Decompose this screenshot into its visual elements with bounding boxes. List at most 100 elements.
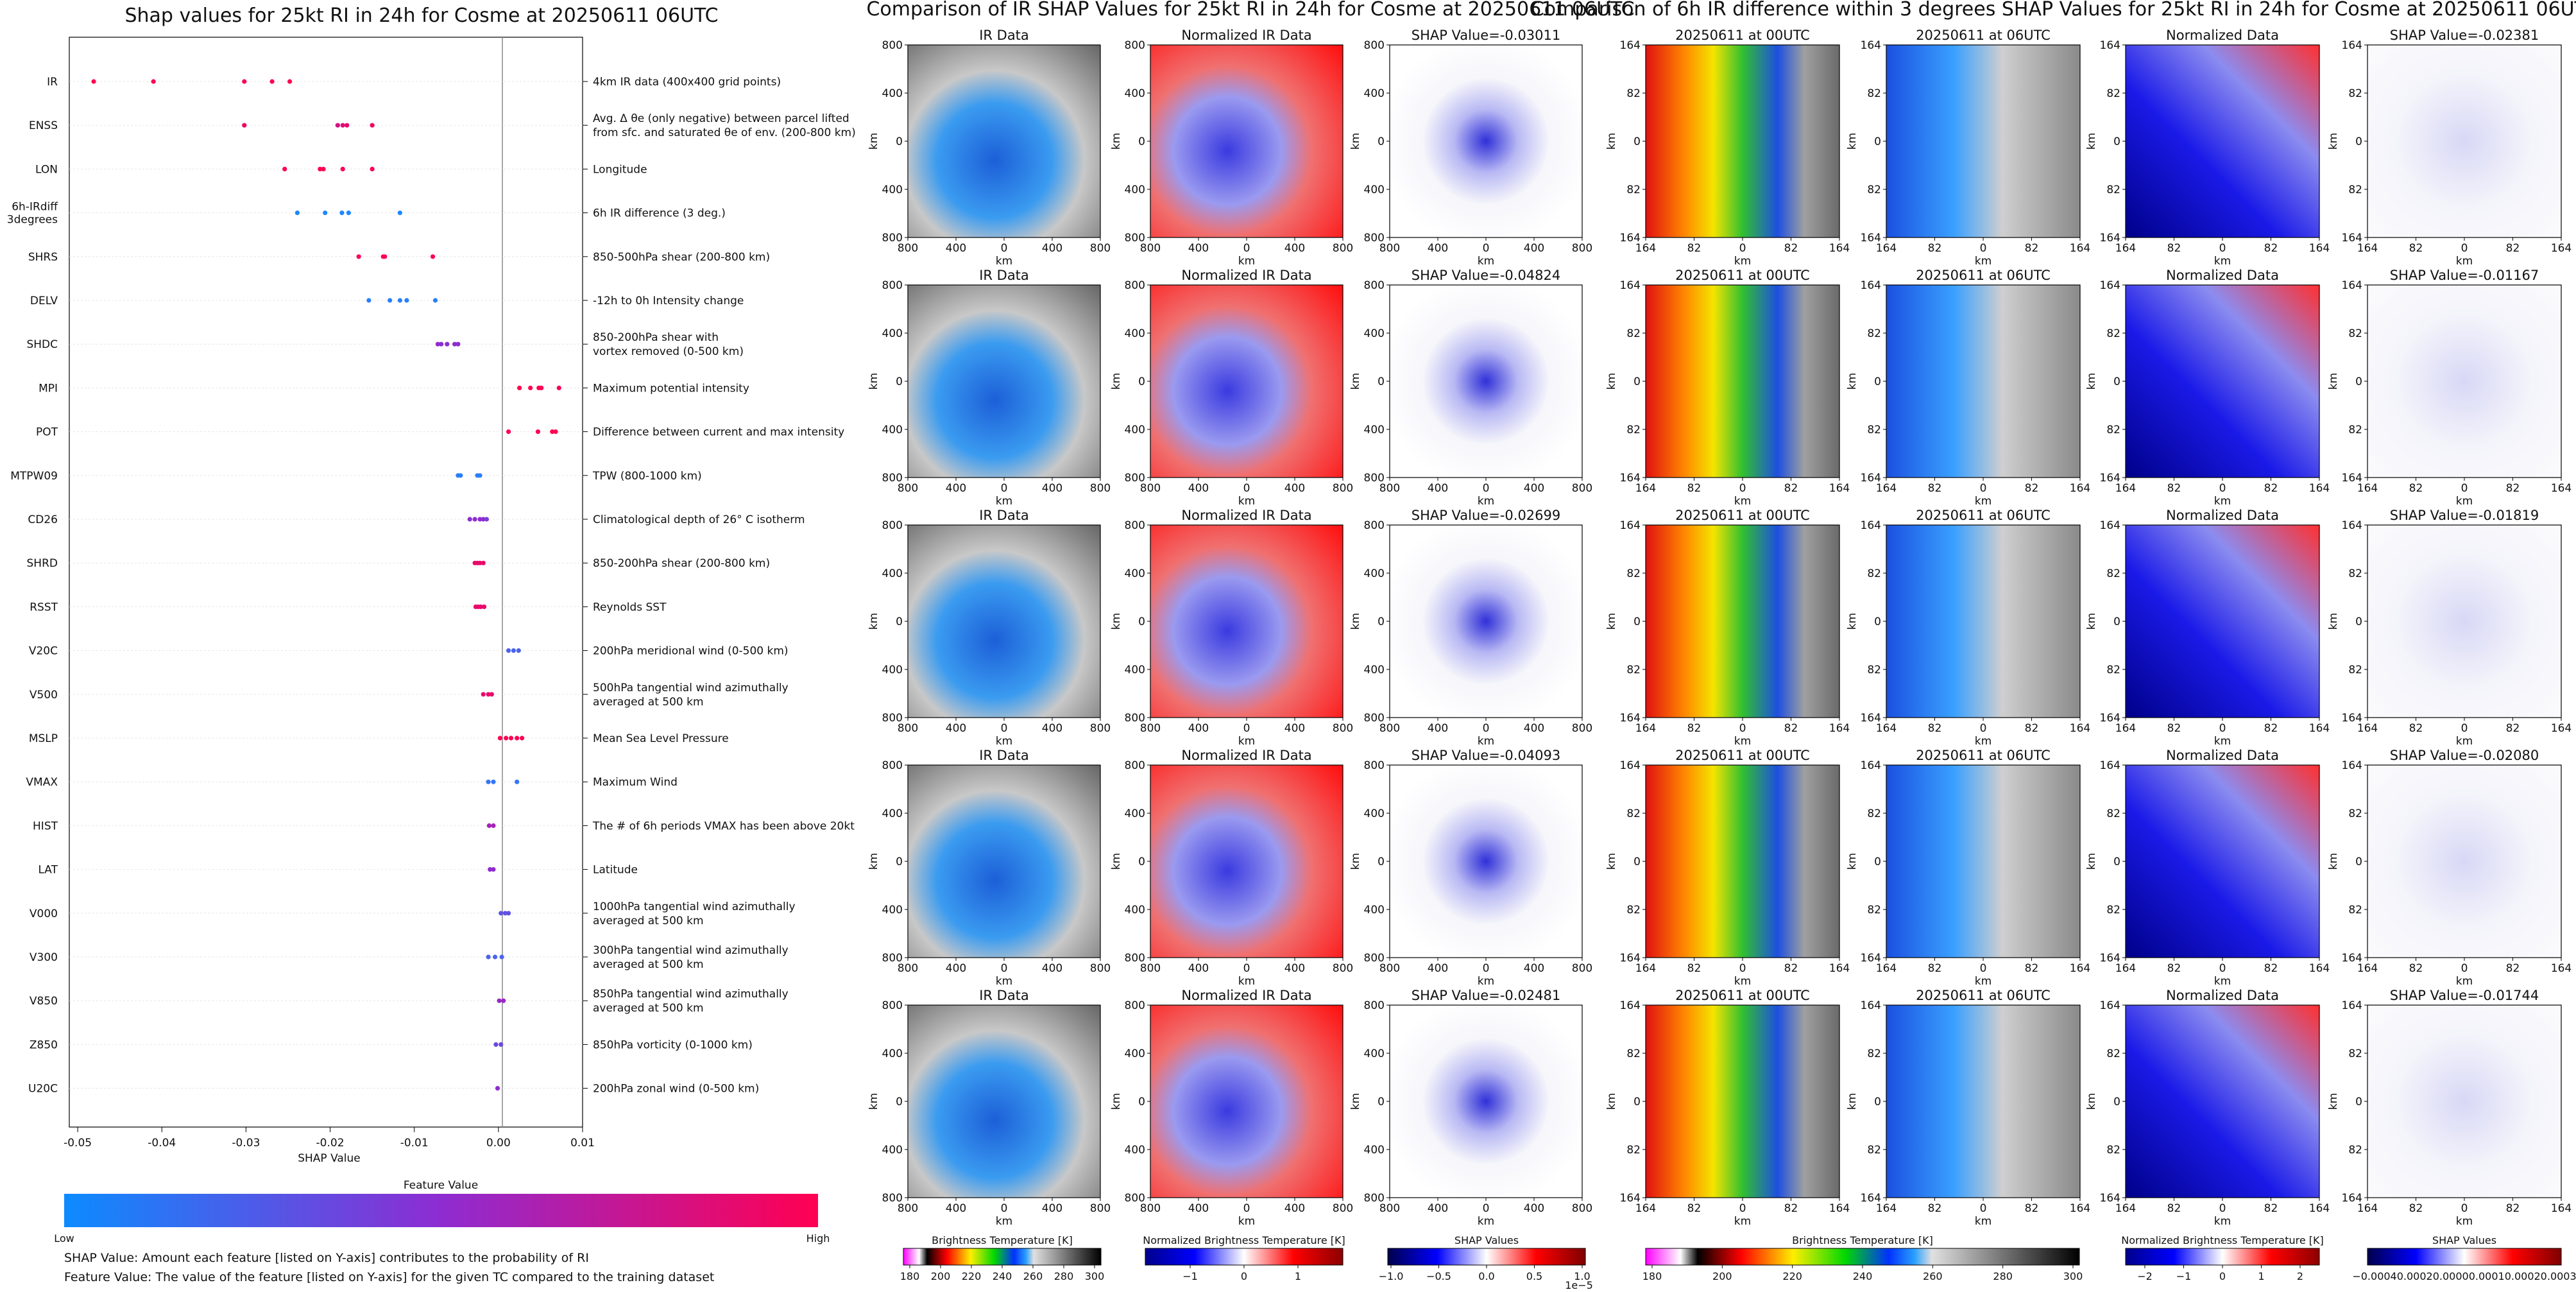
- x-tick-label: 82: [1784, 242, 1798, 255]
- shap-point: [452, 341, 457, 347]
- x-tick-label: 800: [1333, 242, 1353, 255]
- y-tick-label: 0: [1378, 1096, 1385, 1108]
- colorbar-gradient: [903, 1248, 1102, 1266]
- x-tick-label: 0: [1001, 962, 1008, 975]
- note-shap-value: SHAP Value: Amount each feature [listed …: [64, 1251, 589, 1265]
- x-tick-label: 82: [1784, 1202, 1798, 1215]
- x-tick-label: 0: [1980, 242, 1987, 255]
- shap-point: [242, 123, 247, 128]
- feature-name-label: POT: [36, 426, 58, 439]
- x-tick-label: 0: [2219, 242, 2226, 255]
- y-tick-label: 0: [1874, 1096, 1881, 1108]
- panel-image: [2126, 765, 2319, 958]
- x-tick-label: 82: [2409, 242, 2423, 255]
- shap-point: [388, 298, 393, 303]
- y-tick-label: 0: [896, 1096, 903, 1108]
- y-tick-label: 400: [882, 184, 903, 196]
- y-tick-label: 164: [1861, 39, 1881, 52]
- y-tick-label: 0: [1138, 135, 1145, 148]
- feature-description-label: Difference between current and max inten…: [593, 426, 844, 439]
- panel-title: Normalized Data: [2166, 508, 2279, 523]
- y-tick-label: 400: [1364, 664, 1385, 676]
- y-axis-label: km: [1605, 373, 1618, 390]
- x-tick-label: 400: [1524, 242, 1544, 255]
- panel-image: [1886, 1005, 2080, 1198]
- y-tick-label: 800: [1125, 472, 1145, 485]
- y-tick-label: 0: [1138, 375, 1145, 388]
- shap-point: [321, 166, 326, 171]
- y-tick-label: 800: [1125, 712, 1145, 725]
- shap-point: [439, 341, 444, 347]
- x-tick-label: 164: [1876, 1202, 1897, 1215]
- feature-rows: IR 4km IR data (400x400 grid points) ENSS A…: [7, 76, 856, 1096]
- y-tick-label: 82: [1626, 904, 1641, 917]
- y-axis-label: km: [2327, 853, 2340, 870]
- x-tick-label: 800: [898, 962, 918, 975]
- x-tick-label: 164: [2115, 1202, 2136, 1215]
- x-tick-label: 164: [2357, 722, 2378, 735]
- panel-image: [2126, 525, 2319, 718]
- x-tick-label: 164: [1829, 1202, 1850, 1215]
- shap-point: [553, 429, 558, 435]
- y-tick-label: 400: [882, 424, 903, 436]
- x-tick-label: 0: [2219, 962, 2226, 975]
- shap-x-axis: -0.05 -0.04 -0.03 -0.02 -0.01 0.00 0.01: [64, 1127, 595, 1150]
- shap-point: [486, 954, 491, 960]
- y-axis-label: km: [1605, 133, 1618, 150]
- x-tick-label: 82: [2264, 722, 2278, 735]
- y-tick-label: 82: [1626, 664, 1641, 676]
- panel-image: [2367, 45, 2561, 237]
- x-tick-label: 800: [1090, 1202, 1111, 1215]
- y-tick-label: 82: [2348, 184, 2362, 196]
- x-tick-label: 0.01: [570, 1137, 595, 1150]
- y-axis-label: km: [1110, 1093, 1123, 1110]
- shap-point: [502, 911, 508, 916]
- x-tick-label: 0.00: [486, 1137, 511, 1150]
- x-axis-label: km: [1975, 255, 1992, 268]
- colorbar-tick-label: 260: [1023, 1270, 1043, 1282]
- x-axis-label: km: [1975, 495, 1992, 508]
- shap-point: [506, 648, 511, 653]
- colorbar-tick-label: 280: [1054, 1270, 1074, 1282]
- y-tick-label: 82: [1626, 424, 1641, 436]
- x-tick-label: 82: [2506, 1202, 2520, 1215]
- shap-point: [435, 341, 441, 347]
- panel-title: SHAP Value=-0.01819: [2390, 508, 2539, 523]
- colorbar-label: Brightness Temperature [K]: [1792, 1234, 1933, 1246]
- colorbar-tick-label: 300: [2063, 1270, 2083, 1282]
- ir-colorbar: Brightness Temperature [K] 180 200 220 240 26…: [1642, 1234, 2083, 1282]
- y-tick-label: 800: [882, 519, 903, 532]
- y-tick-label: 0: [1633, 856, 1641, 868]
- y-tick-label: 0: [1874, 375, 1881, 388]
- feature-value-colorbar: [64, 1194, 818, 1227]
- y-axis-label: km: [2085, 1093, 2098, 1110]
- feature-name-label: ENSS: [29, 119, 58, 132]
- x-axis-label: km: [1478, 1215, 1494, 1228]
- x-tick-label: 800: [1090, 242, 1111, 255]
- x-axis-label: km: [2214, 975, 2231, 988]
- x-tick-label: 0: [1483, 722, 1490, 735]
- feature-name-label: IR: [47, 76, 58, 89]
- x-tick-label: 400: [1428, 482, 1448, 495]
- panel-title: Normalized IR Data: [1181, 508, 1311, 523]
- y-tick-label: 164: [1620, 759, 1641, 772]
- x-tick-label: 82: [1784, 482, 1798, 495]
- x-tick-label: 0: [1001, 242, 1008, 255]
- panel-image: [1886, 285, 2080, 478]
- shap-point: [550, 429, 555, 435]
- x-tick-label: 164: [2115, 722, 2136, 735]
- colorbar-tick-label: 220: [1782, 1270, 1802, 1282]
- y-tick-label: 400: [1364, 424, 1385, 436]
- x-tick-label: 82: [2025, 482, 2039, 495]
- colorbar-tick-label: −2: [2137, 1270, 2153, 1282]
- y-tick-label: 400: [882, 1047, 903, 1060]
- y-tick-label: 800: [1364, 39, 1385, 52]
- y-tick-label: 0: [2355, 616, 2362, 628]
- x-tick-label: 82: [2167, 1202, 2181, 1215]
- feature-description-label: averaged at 500 km: [593, 915, 704, 927]
